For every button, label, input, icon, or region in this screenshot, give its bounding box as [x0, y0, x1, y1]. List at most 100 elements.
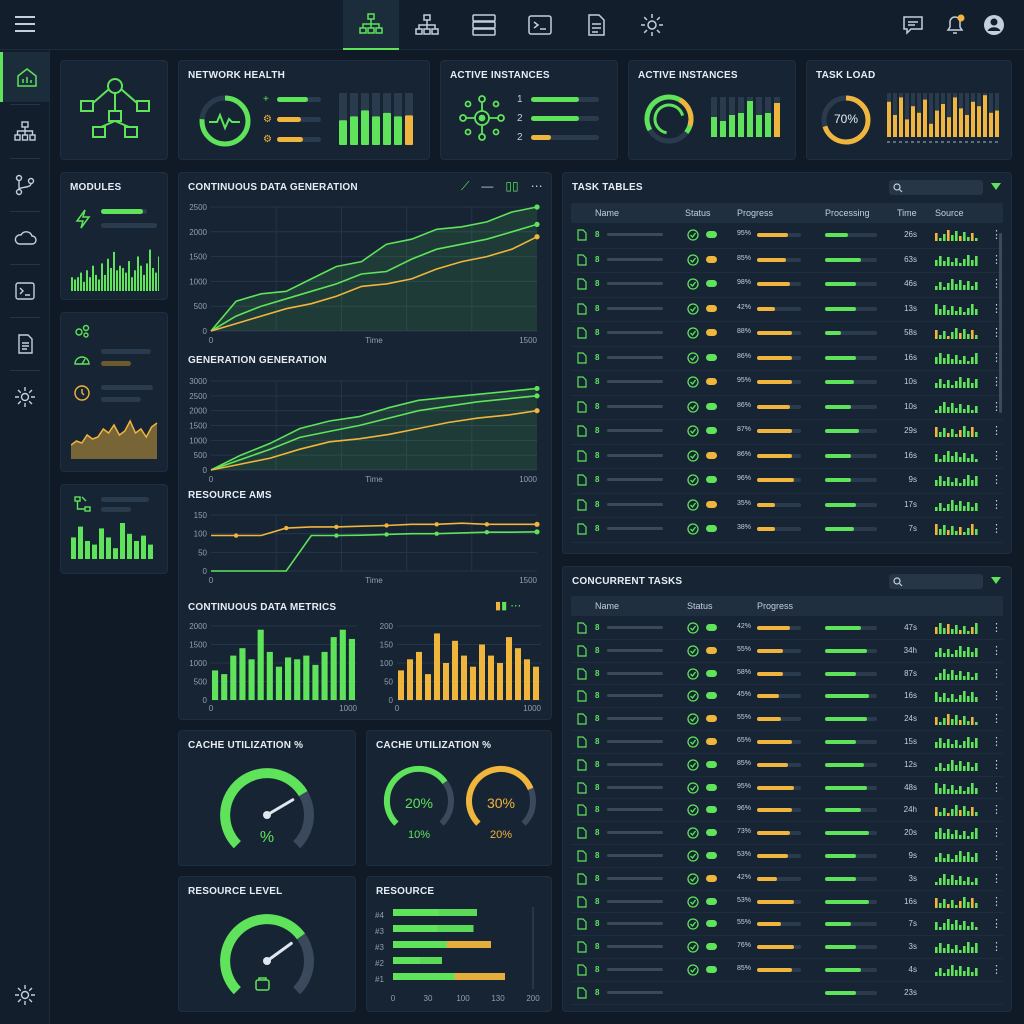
th-name[interactable]: Name	[595, 208, 620, 218]
table-row[interactable]: 8 35% 17s ⋮	[571, 494, 1003, 518]
table-row[interactable]: 8 55% 34h ⋮	[571, 640, 1003, 663]
th-progress[interactable]: Progress	[737, 208, 774, 218]
table-row[interactable]: 8 53% 9s ⋮	[571, 845, 1003, 868]
sidebar-item-hierarchy[interactable]	[0, 106, 50, 156]
tab-hierarchy-2[interactable]	[399, 0, 455, 50]
data-point	[484, 522, 490, 527]
row-more-icon[interactable]: ⋮	[991, 376, 1002, 388]
tab-terminal[interactable]	[512, 0, 568, 50]
table-row[interactable]: 8 55% 7s ⋮	[571, 913, 1003, 937]
caret-down-icon[interactable]	[991, 577, 1001, 585]
row-more-icon[interactable]: ⋮	[991, 804, 1002, 817]
row-more-icon[interactable]: ⋮	[991, 895, 1002, 908]
table-row[interactable]: 8 95% 26s ⋮	[571, 224, 1003, 249]
topology-card[interactable]	[60, 60, 168, 160]
row-more-icon[interactable]: ⋮	[991, 302, 1002, 315]
table-row[interactable]: 8 42% 3s ⋮	[571, 868, 1003, 891]
row-more-icon[interactable]: ⋮	[991, 941, 1002, 954]
row-more-icon[interactable]: ⋮	[991, 278, 1002, 290]
row-more-icon[interactable]: ⋮	[991, 736, 1002, 748]
table-row[interactable]: 8 86% 10s ⋮	[571, 396, 1003, 420]
row-more-icon[interactable]: ⋮	[991, 253, 1002, 266]
more-icon[interactable]: ⋯	[530, 179, 543, 193]
th-status[interactable]: Status	[685, 208, 711, 218]
table-row[interactable]: 8 23s	[571, 982, 1003, 1005]
th-status[interactable]: Status	[687, 601, 713, 611]
row-more-icon[interactable]: ⋮	[991, 327, 1002, 339]
hamburger-icon[interactable]	[14, 15, 36, 33]
row-more-icon[interactable]: ⋮	[991, 425, 1002, 437]
row-more-icon[interactable]: ⋮	[991, 449, 1002, 462]
table-row[interactable]: 8 88% 58s ⋮	[571, 322, 1003, 347]
sidebar-item-document[interactable]	[0, 319, 50, 369]
table-row[interactable]: 8 45% 16s ⋮	[571, 685, 1003, 709]
row-more-icon[interactable]: ⋮	[991, 498, 1002, 511]
row-more-icon[interactable]: ⋮	[991, 781, 1002, 794]
table-row[interactable]: 8 85% 63s ⋮	[571, 249, 1003, 273]
tab-hierarchy[interactable]	[343, 0, 399, 50]
cdm-controls[interactable]: ▮▮ ⋯	[495, 600, 522, 612]
table-row[interactable]: 8 42% 47s ⋮	[571, 617, 1003, 640]
table-row[interactable]: 8 38% 7s ⋮	[571, 518, 1003, 543]
row-more-icon[interactable]: ⋮	[991, 872, 1002, 885]
table-row[interactable]: 8 85% 4s ⋮	[571, 959, 1003, 982]
user-icon[interactable]	[983, 14, 1005, 36]
row-more-icon[interactable]: ⋮	[991, 644, 1002, 657]
row-more-icon[interactable]: ⋮	[991, 850, 1002, 862]
row-more-icon[interactable]: ⋮	[991, 622, 1002, 634]
row-more-icon[interactable]: ⋮	[991, 758, 1002, 771]
tab-server[interactable]	[456, 0, 512, 50]
task-tables-search[interactable]	[889, 180, 983, 195]
table-row[interactable]: 8 95% 48s ⋮	[571, 777, 1003, 800]
minimize-icon[interactable]: —	[481, 179, 494, 193]
spark-bar	[935, 506, 938, 511]
chat-icon[interactable]	[902, 14, 924, 36]
table-row[interactable]: 8 96% 9s ⋮	[571, 469, 1003, 494]
task-tables-scrollbar[interactable]	[999, 233, 1002, 413]
th-time[interactable]: Time	[897, 208, 917, 218]
sidebar-item-settings[interactable]	[0, 372, 50, 422]
tab-settings[interactable]	[624, 0, 680, 50]
table-row[interactable]: 8 58% 87s ⋮	[571, 663, 1003, 686]
row-more-icon[interactable]: ⋮	[991, 918, 1002, 931]
th-source[interactable]: Source	[935, 208, 964, 218]
row-more-icon[interactable]: ⋮	[991, 713, 1002, 726]
th-progress[interactable]: Progress	[757, 601, 794, 611]
tab-document[interactable]	[568, 0, 624, 50]
caret-down-icon[interactable]	[991, 183, 1001, 191]
sidebar-item-terminal[interactable]	[0, 266, 50, 316]
th-processing[interactable]: Processing	[825, 208, 870, 218]
table-row[interactable]: 8 73% 20s ⋮	[571, 822, 1003, 845]
row-more-icon[interactable]: ⋮	[991, 690, 1002, 703]
table-row[interactable]: 8 42% 13s ⋮	[571, 298, 1003, 322]
columns-icon[interactable]: ▯▯	[505, 179, 519, 193]
table-row[interactable]: 8 53% 16s ⋮	[571, 891, 1003, 914]
table-row[interactable]: 8 87% 29s ⋮	[571, 420, 1003, 445]
table-row[interactable]: 8 85% 12s ⋮	[571, 754, 1003, 777]
row-more-icon[interactable]: ⋮	[991, 474, 1002, 486]
table-row[interactable]: 8 86% 16s ⋮	[571, 347, 1003, 371]
row-more-icon[interactable]: ⋮	[991, 827, 1002, 840]
gauge-needle	[265, 941, 293, 963]
table-row[interactable]: 8 98% 46s ⋮	[571, 273, 1003, 298]
concurrent-tasks-search[interactable]	[889, 574, 983, 589]
chart-type-icon[interactable]: ⟋	[461, 179, 470, 193]
row-more-icon[interactable]: ⋮	[991, 523, 1002, 535]
table-row[interactable]: 8 65% 15s ⋮	[571, 731, 1003, 754]
row-more-icon[interactable]: ⋮	[991, 400, 1002, 413]
table-row[interactable]: 8 76% 3s ⋮	[571, 936, 1003, 959]
row-more-icon[interactable]: ⋮	[991, 351, 1002, 364]
row-more-icon[interactable]: ⋮	[991, 667, 1002, 680]
sidebar-item-cloud[interactable]	[0, 213, 50, 263]
sidebar-bottom-settings[interactable]	[0, 970, 50, 1020]
bell-icon[interactable]	[944, 13, 966, 37]
table-row[interactable]: 8 95% 10s ⋮	[571, 371, 1003, 396]
row-more-icon[interactable]: ⋮	[991, 964, 1002, 976]
th-name[interactable]: Name	[595, 601, 620, 611]
sidebar-item-branch[interactable]	[0, 160, 50, 210]
table-row[interactable]: 8 96% 24h ⋮	[571, 799, 1003, 823]
table-row[interactable]: 8 86% 16s ⋮	[571, 445, 1003, 469]
sidebar-item-home[interactable]	[0, 52, 50, 102]
table-row[interactable]: 8 55% 24s ⋮	[571, 708, 1003, 731]
row-more-icon[interactable]: ⋮	[991, 229, 1002, 241]
